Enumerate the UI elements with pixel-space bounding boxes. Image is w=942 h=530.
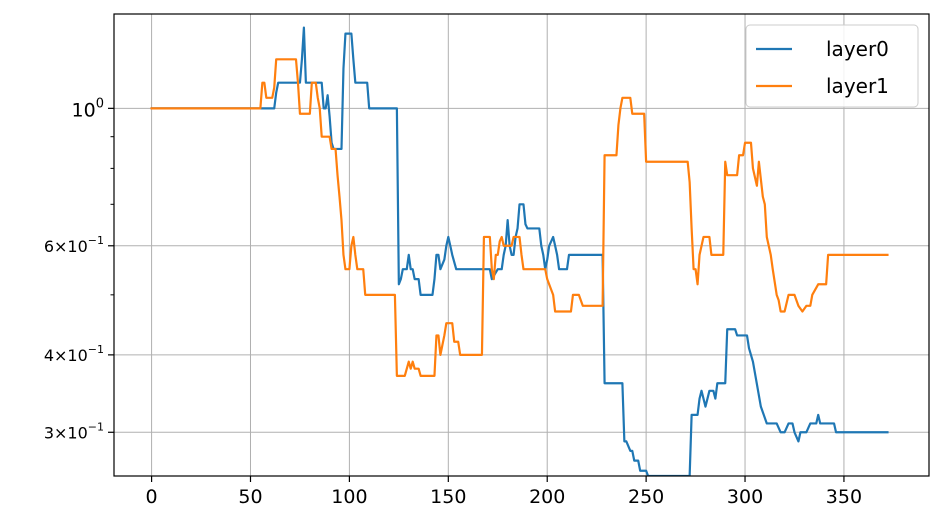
y-tick-label: 4×10−1 (44, 343, 104, 365)
x-tick-label: 100 (331, 486, 367, 508)
y-tick-label: 100 (72, 96, 104, 121)
plot-frame (113, 13, 930, 477)
x-tick-label: 50 (238, 486, 262, 508)
x-tick-label: 0 (146, 486, 158, 508)
x-tick-label: 350 (826, 486, 862, 508)
grid (114, 14, 929, 476)
legend-label-layer1: layer1 (826, 74, 889, 98)
series-layer (150, 26, 889, 476)
x-tick-label: 150 (430, 486, 466, 508)
y-tick-label: 6×10−1 (44, 234, 104, 256)
legend: layer0 layer1 (745, 24, 919, 108)
x-tick-label: 300 (727, 486, 763, 508)
x-tick-label: 250 (628, 486, 664, 508)
x-tick-label: 200 (529, 486, 565, 508)
axes: 0 50 100 150 200 250 300 350 100 6×10−1 4×10−1 3×10… (44, 96, 862, 508)
legend-label-layer0: layer0 (826, 37, 889, 61)
series-line-layer1 (150, 58, 889, 377)
series-line-layer0 (150, 26, 889, 476)
y-tick-label: 3×10−1 (44, 420, 104, 442)
